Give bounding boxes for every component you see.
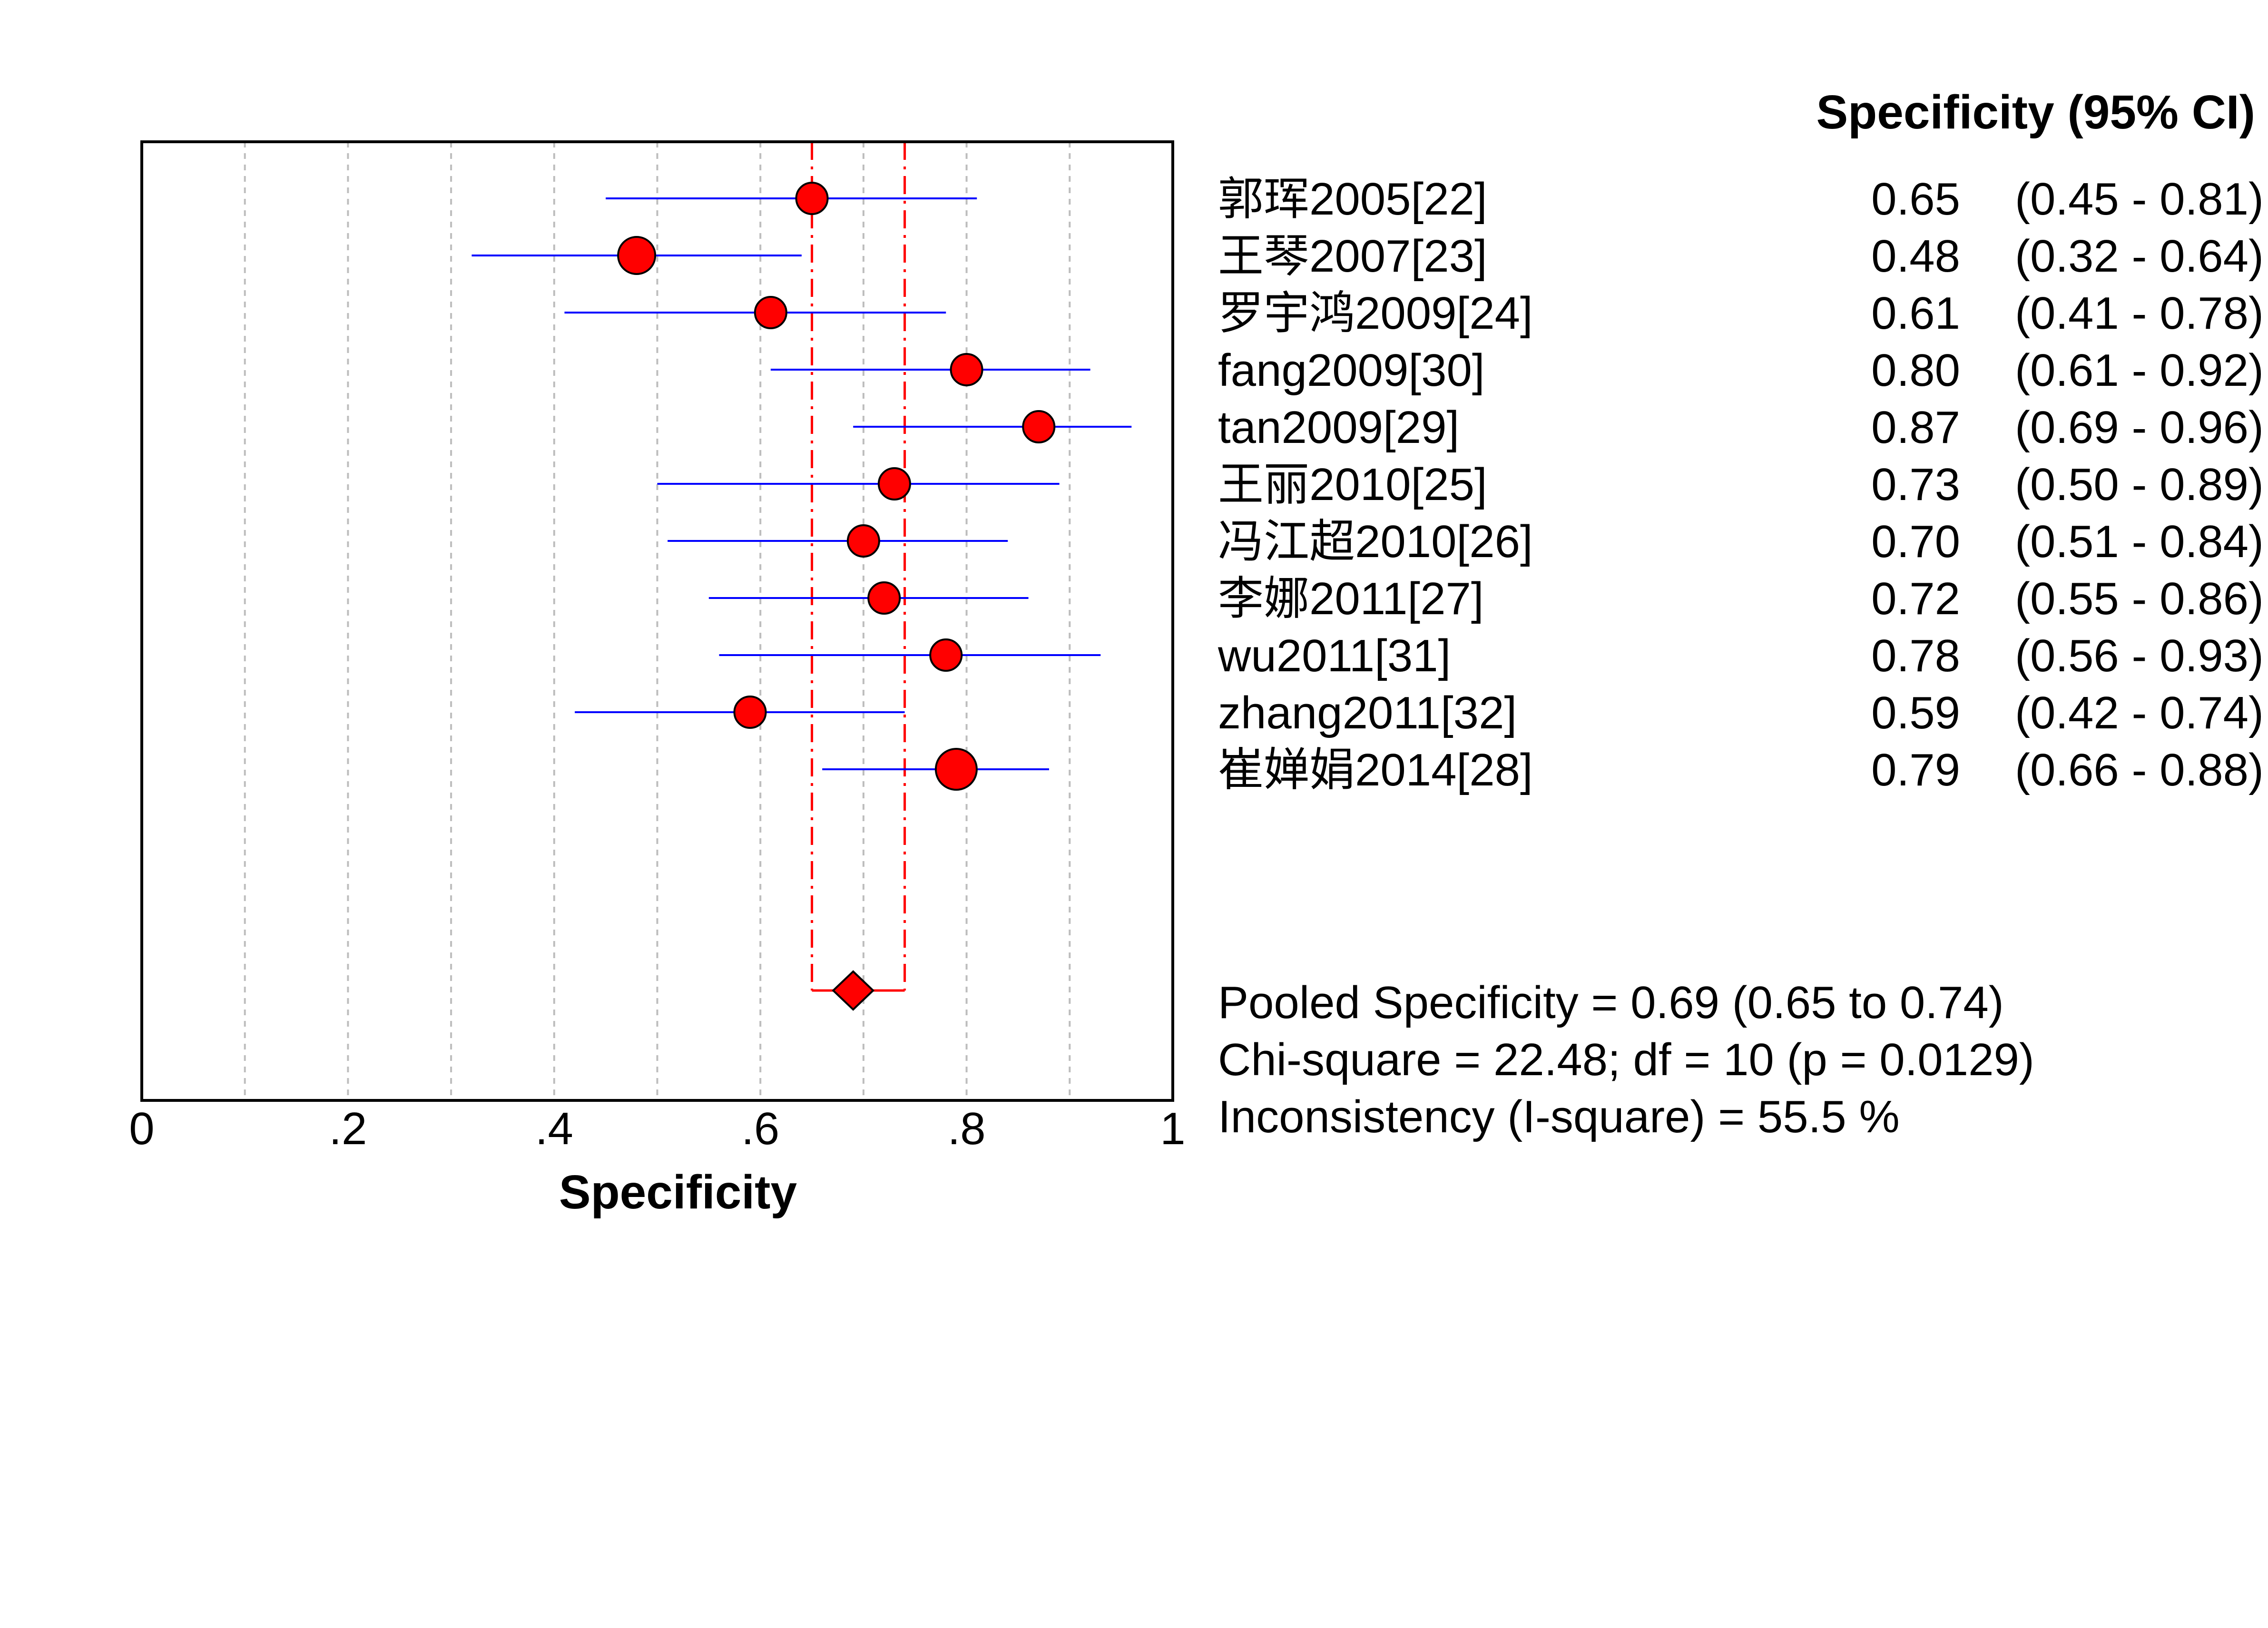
study-estimate-marker — [617, 236, 657, 275]
column-header: Specificity (95% CI) — [1816, 86, 2255, 139]
study-estimate-marker — [754, 296, 787, 329]
study-label: 冯江超2010[26] — [1218, 516, 1533, 567]
study-estimate-value: 0.61 — [1871, 288, 1960, 339]
study-ci-value: (0.55 - 0.86) — [2015, 573, 2264, 624]
study-ci-value: (0.50 - 0.89) — [2015, 459, 2264, 510]
summary-stat-line: Chi-square = 22.48; df = 10 (p = 0.0129) — [1218, 1034, 2034, 1085]
study-estimate-marker — [877, 467, 911, 500]
study-estimate-marker — [867, 581, 901, 615]
study-label: 崔婵娟2014[28] — [1218, 745, 1533, 795]
study-label: wu2011[31] — [1217, 630, 1451, 681]
study-estimate-marker — [950, 353, 983, 386]
study-ci-value: (0.41 - 0.78) — [2015, 288, 2264, 339]
x-tick-label: 0 — [129, 1103, 154, 1154]
study-estimate-value: 0.73 — [1871, 459, 1960, 510]
study-estimate-marker — [929, 638, 963, 672]
study-label: 王丽2010[25] — [1218, 459, 1487, 510]
study-estimate-value: 0.79 — [1871, 745, 1960, 795]
study-label: tan2009[29] — [1218, 402, 1459, 453]
x-tick-label: .8 — [948, 1103, 986, 1154]
plot-frame — [140, 140, 1174, 1102]
x-axis-title: Specificity — [559, 1166, 797, 1219]
study-estimate-marker — [846, 524, 880, 558]
study-label: fang2009[30] — [1218, 345, 1485, 396]
study-ci-value: (0.61 - 0.92) — [2015, 345, 2264, 396]
study-ci-value: (0.42 - 0.74) — [2015, 687, 2264, 738]
study-estimate-value: 0.65 — [1871, 174, 1960, 225]
study-estimate-value: 0.87 — [1871, 402, 1960, 453]
study-label: 郭珲2005[22] — [1218, 174, 1487, 225]
study-ci-value: (0.45 - 0.81) — [2015, 174, 2264, 225]
study-estimate-value: 0.70 — [1871, 516, 1960, 567]
x-tick-label: .2 — [329, 1103, 367, 1154]
study-estimate-value: 0.48 — [1871, 231, 1960, 282]
study-label: 李娜2011[27] — [1218, 573, 1484, 624]
study-estimate-marker — [795, 182, 829, 215]
study-ci-value: (0.51 - 0.84) — [2015, 516, 2264, 567]
study-estimate-marker — [1022, 410, 1056, 443]
x-tick-label: .4 — [535, 1103, 573, 1154]
summary-stat-line: Inconsistency (I-square) = 55.5 % — [1218, 1091, 1900, 1142]
study-estimate-marker — [934, 748, 978, 791]
study-ci-value: (0.56 - 0.93) — [2015, 630, 2264, 681]
study-estimate-value: 0.59 — [1871, 687, 1960, 738]
study-estimate-value: 0.80 — [1871, 345, 1960, 396]
pooled-estimate-diamond — [832, 970, 875, 1011]
study-label: 王琴2007[23] — [1218, 231, 1487, 282]
summary-stat-line: Pooled Specificity = 0.69 (0.65 to 0.74) — [1218, 977, 2004, 1028]
study-ci-value: (0.32 - 0.64) — [2015, 231, 2264, 282]
study-ci-value: (0.66 - 0.88) — [2015, 745, 2264, 795]
study-label: 罗宇鸿2009[24] — [1218, 288, 1533, 339]
study-ci-value: (0.69 - 0.96) — [2015, 402, 2264, 453]
x-tick-label: 1 — [1160, 1103, 1185, 1154]
study-estimate-value: 0.78 — [1871, 630, 1960, 681]
study-estimate-marker — [733, 696, 767, 729]
x-tick-label: .6 — [741, 1103, 779, 1154]
study-estimate-value: 0.72 — [1871, 573, 1960, 624]
study-label: zhang2011[32] — [1218, 687, 1517, 738]
